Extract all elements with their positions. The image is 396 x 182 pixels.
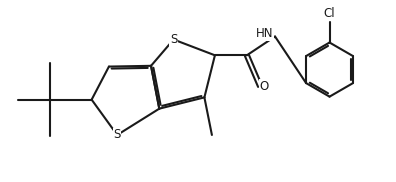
Text: O: O: [259, 80, 268, 93]
Text: Cl: Cl: [324, 7, 335, 20]
Text: HN: HN: [256, 27, 273, 40]
Text: S: S: [114, 128, 121, 141]
Text: S: S: [170, 33, 177, 46]
